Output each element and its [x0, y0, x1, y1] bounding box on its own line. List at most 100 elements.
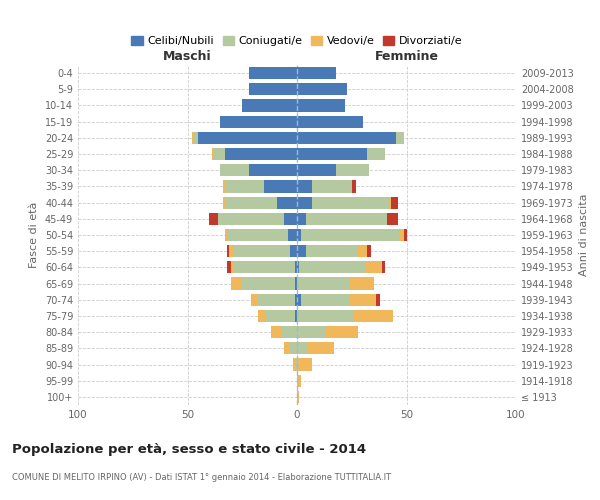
Bar	[225, 229, 227, 241]
Bar	[227, 229, 288, 241]
Text: COMUNE DI MELITO IRPINO (AV) - Dati ISTAT 1° gennaio 2014 - Elaborazione TUTTITA: COMUNE DI MELITO IRPINO (AV) - Dati ISTA…	[12, 472, 391, 482]
Bar	[301, 294, 350, 306]
Bar	[308, 342, 334, 354]
Bar	[358, 245, 367, 258]
Bar	[306, 245, 358, 258]
Bar	[232, 262, 233, 274]
Bar	[233, 245, 290, 258]
Bar	[242, 278, 295, 289]
Bar	[192, 132, 194, 144]
Bar	[214, 148, 225, 160]
Bar	[223, 196, 225, 208]
Bar	[301, 229, 400, 241]
Bar	[257, 294, 295, 306]
Bar	[404, 229, 407, 241]
Bar	[290, 342, 297, 354]
Bar	[297, 278, 350, 289]
Bar	[199, 132, 297, 144]
Bar	[288, 229, 297, 241]
Bar	[297, 212, 306, 225]
Bar	[271, 326, 281, 338]
Bar	[295, 294, 297, 306]
Bar	[284, 342, 290, 354]
Bar	[281, 326, 297, 338]
Bar	[350, 294, 376, 306]
Bar	[376, 294, 380, 306]
Bar	[297, 132, 395, 144]
Bar	[233, 262, 295, 274]
Bar	[297, 67, 337, 79]
Legend: Celibi/Nubili, Coniugati/e, Vedovi/e, Divorziati/e: Celibi/Nubili, Coniugati/e, Vedovi/e, Di…	[127, 32, 467, 51]
Bar	[249, 83, 297, 96]
Bar	[313, 196, 389, 208]
Bar	[297, 116, 362, 128]
Bar	[277, 196, 297, 208]
Bar	[297, 262, 299, 274]
Bar	[297, 326, 325, 338]
Bar	[212, 148, 214, 160]
Bar	[225, 148, 297, 160]
Bar	[251, 294, 257, 306]
Bar	[223, 180, 225, 192]
Bar	[220, 164, 249, 176]
Bar	[297, 310, 354, 322]
Bar	[352, 180, 356, 192]
Bar	[227, 245, 229, 258]
Text: Maschi: Maschi	[163, 50, 212, 64]
Bar	[264, 180, 297, 192]
Bar	[266, 310, 295, 322]
Bar	[225, 196, 277, 208]
Bar	[325, 326, 358, 338]
Bar	[225, 180, 264, 192]
Bar	[306, 212, 387, 225]
Bar	[367, 148, 385, 160]
Bar	[382, 262, 385, 274]
Bar	[227, 262, 232, 274]
Bar	[365, 262, 382, 274]
Bar	[194, 132, 199, 144]
Bar	[297, 391, 299, 403]
Bar	[367, 245, 371, 258]
Bar	[284, 212, 297, 225]
Bar	[295, 310, 297, 322]
Bar	[395, 132, 404, 144]
Bar	[242, 100, 297, 112]
Text: Popolazione per età, sesso e stato civile - 2014: Popolazione per età, sesso e stato civil…	[12, 442, 366, 456]
Bar	[354, 310, 394, 322]
Bar	[400, 229, 404, 241]
Bar	[391, 196, 398, 208]
Bar	[220, 116, 297, 128]
Bar	[297, 164, 337, 176]
Bar	[299, 262, 365, 274]
Bar	[297, 180, 313, 192]
Bar	[313, 180, 352, 192]
Bar	[297, 294, 301, 306]
Bar	[290, 245, 297, 258]
Bar	[297, 245, 306, 258]
Bar	[350, 278, 374, 289]
Bar	[293, 358, 295, 370]
Text: Femmine: Femmine	[374, 50, 439, 64]
Bar	[257, 310, 266, 322]
Bar	[297, 148, 367, 160]
Y-axis label: Fasce di età: Fasce di età	[29, 202, 39, 268]
Bar	[229, 245, 233, 258]
Bar	[218, 212, 284, 225]
Bar	[295, 358, 297, 370]
Bar	[297, 374, 301, 387]
Bar	[209, 212, 218, 225]
Bar	[297, 196, 313, 208]
Bar	[297, 83, 347, 96]
Bar	[297, 342, 308, 354]
Bar	[295, 262, 297, 274]
Bar	[297, 100, 345, 112]
Bar	[389, 196, 391, 208]
Bar	[249, 67, 297, 79]
Bar	[297, 358, 313, 370]
Bar	[337, 164, 369, 176]
Bar	[249, 164, 297, 176]
Bar	[387, 212, 398, 225]
Bar	[295, 278, 297, 289]
Bar	[232, 278, 242, 289]
Bar	[297, 229, 301, 241]
